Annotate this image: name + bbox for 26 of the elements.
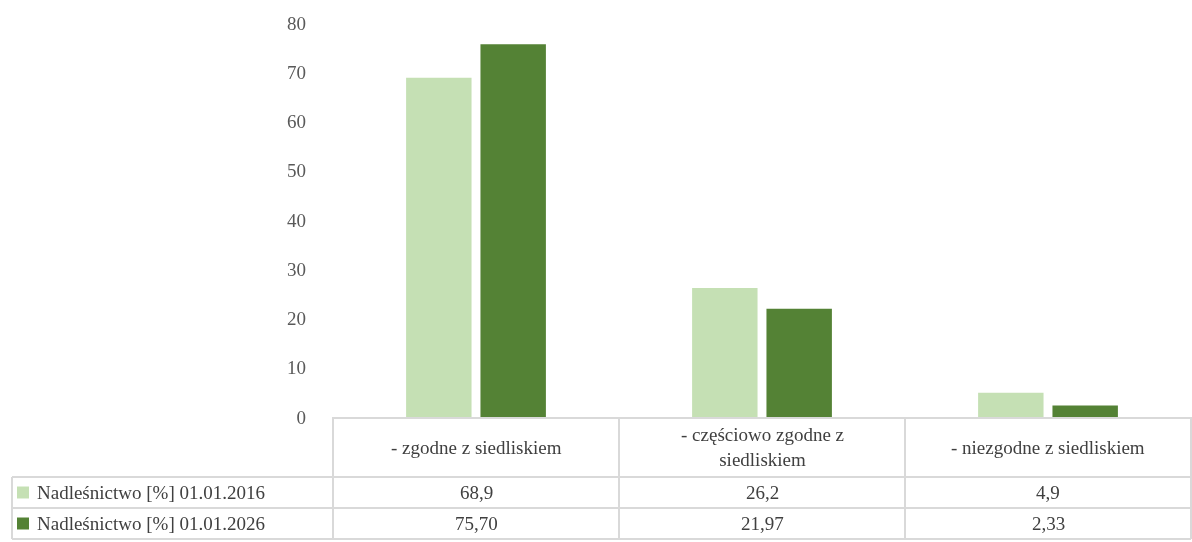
y-tick-label: 10 bbox=[287, 357, 306, 379]
y-tick-label: 0 bbox=[296, 406, 306, 428]
bar bbox=[978, 392, 1044, 417]
y-tick-label: 80 bbox=[287, 12, 306, 34]
bar bbox=[692, 287, 758, 417]
data-label: 68,9 bbox=[460, 482, 494, 503]
data-label: 2,33 bbox=[1032, 513, 1066, 534]
bar bbox=[766, 308, 832, 417]
y-tick-label: 50 bbox=[287, 160, 306, 182]
bar bbox=[406, 77, 472, 417]
x-tick-label: - niezgodne z siedliskiem bbox=[951, 437, 1145, 458]
y-tick-label: 20 bbox=[287, 308, 306, 330]
legend-label: Nadleśnictwo [%] 01.01.2026 bbox=[37, 513, 265, 534]
data-label: 26,2 bbox=[746, 482, 780, 503]
y-tick-label: 70 bbox=[287, 61, 306, 83]
legend-label: Nadleśnictwo [%] 01.01.2016 bbox=[37, 482, 265, 503]
y-tick-label: 30 bbox=[287, 258, 306, 280]
y-tick-label: 40 bbox=[287, 209, 306, 231]
x-tick-label: - zgodne z siedliskiem bbox=[391, 437, 562, 458]
x-tick-label: - częściowo zgodne z siedliskiem bbox=[681, 424, 845, 470]
bar bbox=[480, 44, 546, 417]
data-label: 75,70 bbox=[455, 513, 498, 534]
y-tick-label: 60 bbox=[287, 111, 306, 133]
data-label: 21,97 bbox=[741, 513, 784, 534]
data-label: 4,9 bbox=[1036, 482, 1060, 503]
bar bbox=[1052, 405, 1118, 417]
